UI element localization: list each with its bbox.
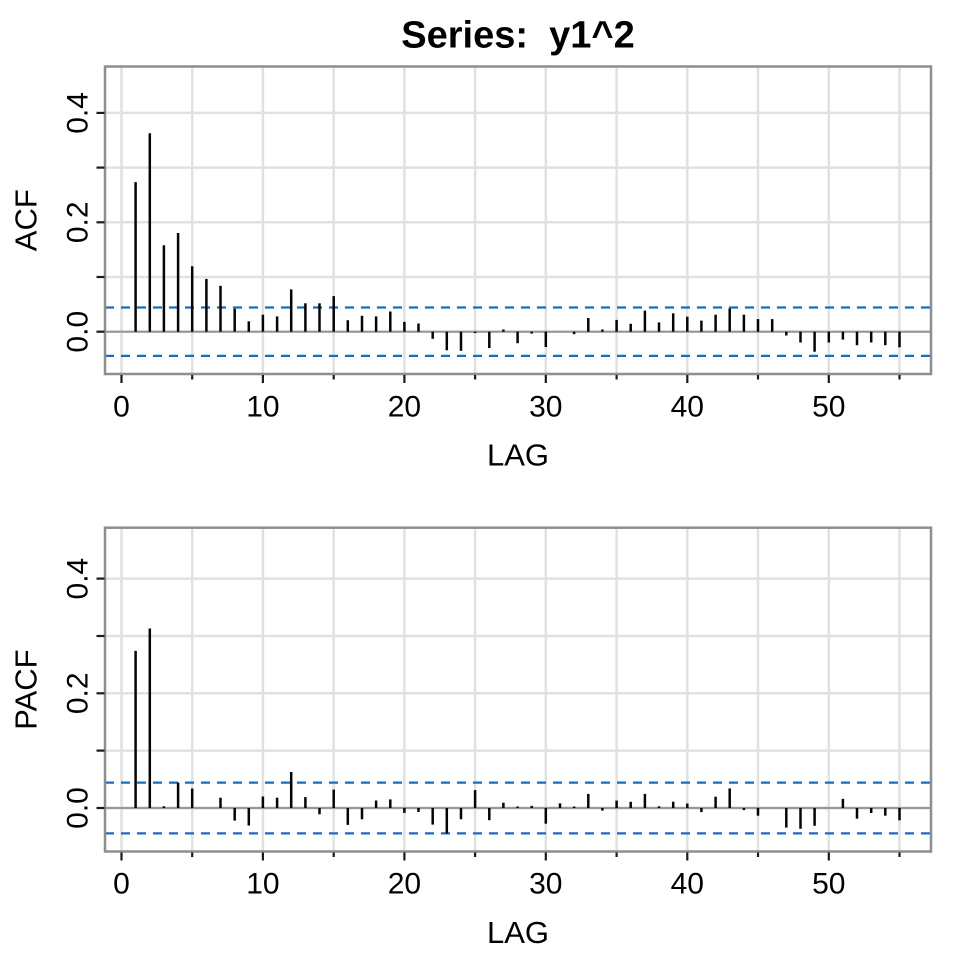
svg-text:40: 40: [671, 391, 704, 424]
svg-text:0.2: 0.2: [61, 672, 94, 714]
svg-text:0.4: 0.4: [61, 558, 94, 600]
svg-text:20: 20: [388, 868, 421, 901]
svg-text:0.2: 0.2: [61, 201, 94, 243]
svg-text:PACF: PACF: [9, 649, 44, 729]
svg-text:LAG: LAG: [487, 438, 549, 473]
svg-text:ACF: ACF: [9, 189, 44, 251]
svg-text:40: 40: [671, 868, 704, 901]
svg-text:0: 0: [113, 391, 130, 424]
svg-text:10: 10: [246, 868, 279, 901]
svg-text:0: 0: [113, 868, 130, 901]
svg-text:20: 20: [388, 391, 421, 424]
svg-text:0.0: 0.0: [61, 787, 94, 829]
svg-text:30: 30: [529, 391, 562, 424]
svg-text:Series: y1^2: Series: y1^2: [401, 15, 634, 57]
svg-text:0.4: 0.4: [61, 92, 94, 134]
svg-text:LAG: LAG: [487, 915, 549, 950]
svg-text:50: 50: [812, 391, 845, 424]
svg-text:50: 50: [812, 868, 845, 901]
svg-text:30: 30: [529, 868, 562, 901]
svg-text:0.0: 0.0: [61, 311, 94, 353]
svg-text:10: 10: [246, 391, 279, 424]
